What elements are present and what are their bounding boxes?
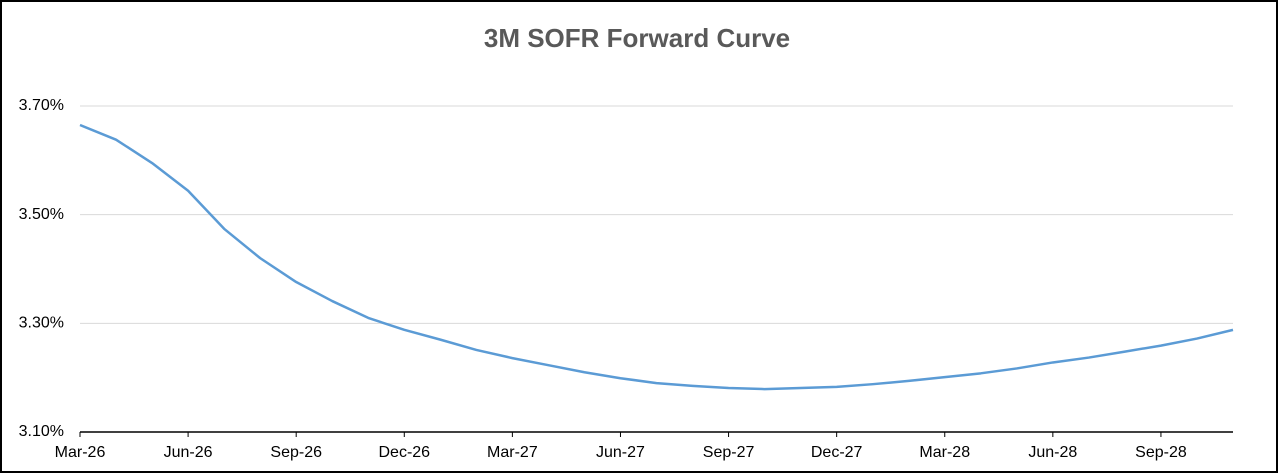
x-tick-label: Sep-28 — [1135, 444, 1187, 461]
x-tick-label: Mar-27 — [487, 444, 538, 461]
x-tick-label: Jun-27 — [596, 444, 645, 461]
y-tick-label: 3.70% — [19, 97, 64, 114]
y-tick-label: 3.50% — [19, 206, 64, 223]
x-tick-label: Mar-26 — [55, 444, 106, 461]
x-tick-label: Sep-26 — [270, 444, 322, 461]
line-series — [79, 123, 1234, 391]
x-tick-label: Dec-27 — [811, 444, 863, 461]
x-tick-label: Jun-26 — [164, 444, 213, 461]
y-tick-label: 3.10% — [19, 423, 64, 440]
x-tick-label: Jun-28 — [1028, 444, 1077, 461]
x-tick-label: Sep-27 — [703, 444, 755, 461]
y-tick-label: 3.30% — [19, 315, 64, 332]
chart-title: 3M SOFR Forward Curve — [484, 23, 790, 53]
x-tick-label: Mar-28 — [919, 444, 970, 461]
x-tick-label: Dec-26 — [378, 444, 430, 461]
